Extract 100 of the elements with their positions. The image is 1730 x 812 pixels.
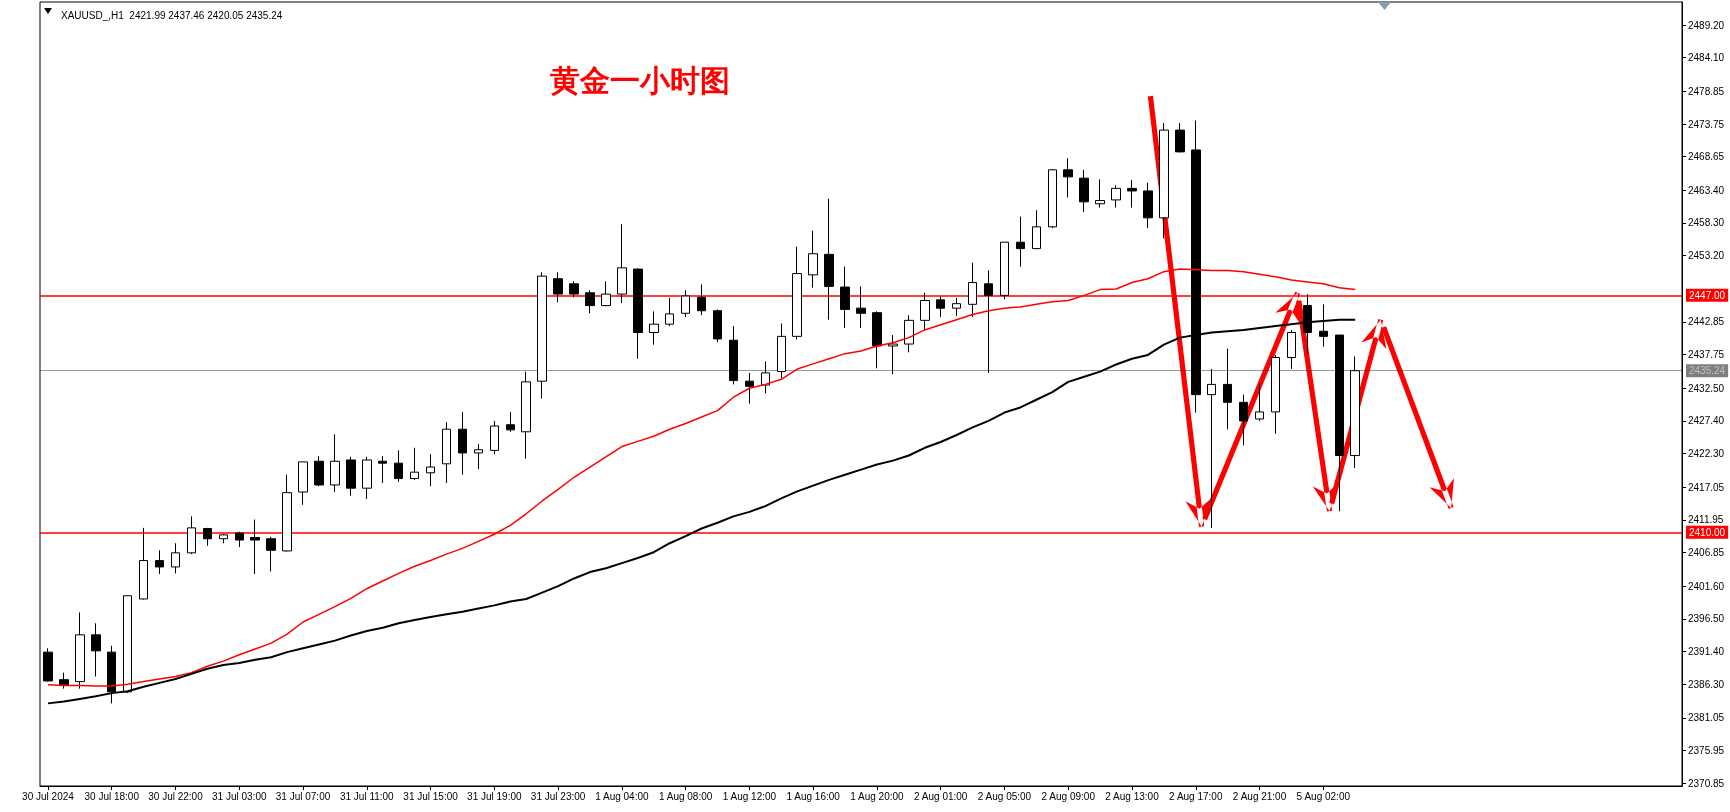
- x-tick-label: 30 Jul 2024: [22, 790, 75, 802]
- candlestick: [792, 246, 802, 341]
- x-tick-label: 30 Jul 18:00: [84, 790, 140, 802]
- y-tick-label: 2478.85: [1688, 85, 1725, 97]
- candlestick: [1175, 122, 1185, 154]
- candlestick: [617, 223, 627, 304]
- x-tick-label: 31 Jul 19:00: [467, 790, 523, 802]
- y-tick-label: 2391.40: [1688, 645, 1725, 657]
- candlestick: [1223, 348, 1232, 430]
- y-tick-label: 2432.50: [1688, 382, 1725, 394]
- y-tick-label: 2427.40: [1688, 415, 1725, 427]
- y-tick-label: 2437.75: [1688, 349, 1725, 361]
- y-tick-label: 2468.65: [1688, 151, 1725, 163]
- candlestick: [410, 447, 419, 481]
- candlestick: [426, 453, 435, 487]
- x-tick-label: 2 Aug 17:00: [1169, 790, 1223, 802]
- candlestick: [442, 421, 451, 484]
- candlestick: [362, 456, 372, 500]
- candlestick: [1063, 157, 1073, 198]
- candlestick: [649, 310, 659, 346]
- y-tick-label: 2375.95: [1688, 744, 1725, 756]
- candlestick: [1143, 182, 1153, 229]
- candlestick: [378, 455, 387, 484]
- candlestick: [1335, 334, 1344, 512]
- candlestick: [1127, 179, 1137, 209]
- y-tick-label: 2463.40: [1688, 184, 1725, 196]
- x-tick-label: 31 Jul 03:00: [212, 790, 267, 802]
- candlestick: [1159, 122, 1169, 239]
- candlestick: [123, 595, 132, 694]
- candlestick: [1079, 169, 1089, 213]
- candlestick: [346, 456, 356, 497]
- x-tick-label: 1 Aug 04:00: [595, 790, 649, 802]
- y-tick-label: 2411.95: [1688, 514, 1724, 526]
- candlestick: [840, 266, 850, 329]
- candlestick: [808, 230, 818, 289]
- candlestick: [314, 455, 324, 487]
- x-tick-label: 1 Aug 16:00: [786, 790, 841, 802]
- x-tick-label: 1 Aug 08:00: [658, 790, 713, 802]
- candlestick: [1239, 394, 1248, 446]
- candlestick: [1111, 184, 1121, 209]
- x-tick-label: 2 Aug 13:00: [1105, 790, 1160, 802]
- text: XAUUSD_,H1 2421.99 2437.46 2420.05 2435.24: [61, 9, 283, 21]
- candlestick: [665, 297, 674, 327]
- candlestick: [187, 515, 196, 555]
- x-tick-label: 31 Jul 23:00: [530, 790, 586, 802]
- candlestick: [266, 536, 276, 572]
- candlestick: [75, 611, 85, 690]
- x-tick-label: 5 Aug 02:00: [1296, 790, 1351, 802]
- candlestick: [1350, 355, 1360, 469]
- candlestick: [1207, 368, 1216, 529]
- candlestick: [250, 519, 260, 575]
- candlestick: [458, 411, 467, 476]
- y-tick-label: 2484.10: [1688, 52, 1725, 64]
- candlestick: [394, 449, 403, 483]
- candlestick: [633, 267, 643, 360]
- y-tick-label: 2458.30: [1688, 217, 1725, 229]
- candlestick: [330, 433, 340, 493]
- candlestick: [59, 672, 69, 690]
- x-tick-label: 30 Jul 22:00: [148, 790, 204, 802]
- ref-line-label: 2435.24: [1689, 365, 1726, 377]
- candlestick: [761, 360, 770, 394]
- candlestick: [490, 420, 499, 455]
- candlestick: [936, 296, 945, 318]
- candlestick: [920, 292, 930, 331]
- candlestick: [1287, 329, 1296, 370]
- candlestick: [506, 411, 515, 433]
- candlestick: [155, 549, 164, 575]
- x-tick-label: 1 Aug 20:00: [850, 790, 905, 802]
- y-tick-label: 2453.20: [1688, 250, 1725, 262]
- candlestick: [1016, 216, 1025, 268]
- x-tick-label: 2 Aug 01:00: [914, 790, 968, 802]
- candlestick: [745, 372, 754, 405]
- candlestick: [697, 283, 706, 316]
- y-tick-label: 2489.20: [1688, 19, 1725, 31]
- candlestick: [43, 647, 53, 683]
- x-tick-label: 31 Jul 07:00: [275, 790, 331, 802]
- y-tick-label: 2396.50: [1688, 613, 1725, 625]
- y-tick-label: 2386.30: [1688, 678, 1725, 690]
- candlestick: [569, 280, 579, 298]
- candlestick: [888, 334, 898, 375]
- candlestick: [282, 474, 292, 553]
- candlestick: [681, 289, 690, 318]
- candlestick: [1032, 209, 1041, 250]
- candlestick: [91, 622, 101, 677]
- candlestick: [1271, 354, 1280, 435]
- y-tick-label: 2370.85: [1688, 777, 1725, 789]
- candlestick: [968, 262, 977, 318]
- candlestick: [984, 269, 993, 374]
- candlestick: [904, 314, 914, 353]
- candlestick: [1000, 241, 1009, 300]
- candlestick: [474, 443, 483, 470]
- candlestick: [219, 533, 228, 544]
- y-tick-label: 2473.75: [1688, 118, 1725, 130]
- candlestick: [235, 531, 244, 548]
- candlestick: [203, 527, 212, 547]
- candlestick: [1048, 168, 1057, 229]
- candlestick: [601, 280, 611, 307]
- candlestick: [139, 527, 148, 601]
- y-tick-label: 2401.60: [1688, 580, 1725, 592]
- candlestick: [537, 271, 547, 399]
